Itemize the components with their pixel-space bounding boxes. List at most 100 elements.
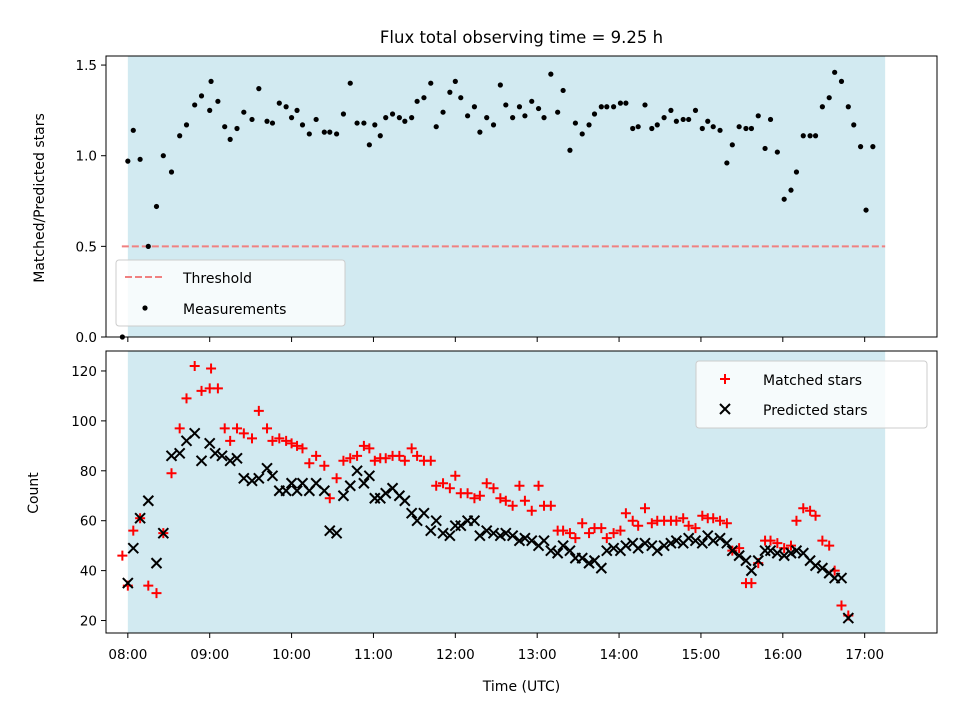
measurement-point [334, 131, 340, 137]
predicted-star-point [418, 507, 430, 519]
measurement-point [321, 129, 327, 135]
top-y-axis-label: Matched/Predicted stars [32, 113, 48, 283]
measurement-point [396, 115, 402, 121]
measurement-point [699, 125, 705, 132]
measurement-point [484, 115, 490, 121]
predicted-star-point [480, 524, 493, 537]
matched-star-point [225, 435, 236, 446]
measurement-point [306, 131, 312, 137]
measurement-point [477, 129, 483, 135]
legend-measurements-label: Measurements [183, 302, 286, 318]
matched-star-point [615, 525, 626, 536]
measurement-point [851, 122, 857, 128]
measurement-point [654, 122, 660, 128]
measurement-point [327, 129, 333, 135]
measurement-point [748, 125, 755, 132]
measurement-point [800, 133, 806, 139]
matched-star-point [596, 523, 607, 534]
legend-predicted-label: Predicted stars [763, 403, 868, 419]
bottom-axes-frame [105, 350, 938, 634]
measurement-point [870, 144, 876, 150]
measurement-point [145, 243, 151, 249]
predicted-star-point [639, 537, 651, 549]
bottom-y-tick-label: 80 [80, 464, 97, 480]
predicted-star-point [266, 470, 279, 482]
predicted-star-point [437, 527, 449, 539]
measurement-point [497, 82, 503, 88]
measurement-point [673, 118, 679, 124]
measurement-point [288, 115, 295, 121]
measurement-point [743, 125, 749, 132]
matched-star-point [181, 393, 192, 404]
predicted-star-point [506, 529, 519, 542]
matched-star-point [238, 428, 249, 439]
matched-star-point [450, 470, 461, 481]
matched-star-point [507, 500, 518, 511]
matched-star-point [474, 490, 485, 501]
measurement-point [153, 203, 160, 210]
predicted-star-point [696, 537, 709, 549]
measurement-point [366, 142, 372, 148]
predicted-star-point [740, 554, 752, 567]
matched-star-point [281, 435, 292, 446]
matched-star-point [189, 360, 200, 371]
measurement-point [256, 86, 262, 92]
matched-star-point [772, 538, 783, 549]
bottom-y-tick-label: 20 [80, 614, 97, 630]
predicted-star-point [330, 527, 343, 539]
measurement-point [572, 120, 578, 126]
measurement-point [354, 120, 360, 126]
matched-star-point [810, 510, 821, 521]
measurement-point [598, 104, 604, 110]
matched-star-point [514, 480, 525, 491]
bottom-x-tick-label: 08:00 [108, 647, 147, 663]
matched-star-point [824, 540, 835, 551]
matched-star-point [779, 543, 790, 554]
matched-star-point [358, 440, 369, 451]
bottom-x-tick-label: 09:00 [190, 647, 229, 663]
matched-star-point [639, 503, 650, 514]
top-legend: Threshold Measurements [115, 259, 346, 327]
predicted-star-point [557, 539, 569, 552]
measurement-point [465, 113, 471, 119]
bottom-x-tick-label: 17:00 [845, 647, 884, 663]
measurement-point [490, 122, 497, 128]
predicted-star-point [444, 529, 456, 542]
matched-star-point [128, 525, 139, 536]
predicted-star-point [658, 539, 670, 552]
matched-star-point [785, 540, 796, 551]
predicted-star-point [632, 542, 644, 554]
bottom-x-tick-label: 13:00 [518, 647, 557, 663]
predicted-star-point [405, 507, 418, 519]
measurement-point [510, 115, 516, 121]
measurement-point [516, 104, 523, 110]
measurement-point [313, 116, 319, 123]
bottom-x-tick-label: 14:00 [600, 647, 639, 663]
predicted-star-point [122, 577, 134, 589]
measurement-point [692, 107, 699, 113]
predicted-star-point [721, 537, 733, 549]
bottom-x-tick-label: 12:00 [436, 647, 475, 663]
predicted-star-point [726, 544, 739, 557]
predicted-star-point [500, 527, 512, 539]
predicted-star-point [595, 562, 608, 574]
measurement-point [661, 115, 667, 121]
predicted-star-point [280, 485, 292, 497]
measurement-point [535, 105, 542, 112]
top-y-tick-label: 1.0 [76, 149, 97, 165]
measurement-point [668, 107, 674, 113]
count-panel: 20 40 60 80 100 120 08:00 09:00 10:00 11:00 12:00 1… [71, 350, 938, 663]
matched-star-point [219, 423, 230, 434]
legend-measurements-swatch [142, 305, 148, 311]
measurement-point [793, 169, 800, 175]
matched-star-point [231, 423, 242, 434]
measurement-point [361, 120, 367, 126]
matched-star-point [791, 515, 802, 526]
matched-star-point [438, 478, 449, 489]
matched-star-point [253, 405, 264, 416]
matched-star-point [262, 423, 273, 434]
top-y-tick-label: 1.5 [76, 58, 97, 74]
matched-star-point [646, 518, 657, 529]
matched-star-point [286, 438, 297, 449]
measurement-point [755, 113, 761, 119]
